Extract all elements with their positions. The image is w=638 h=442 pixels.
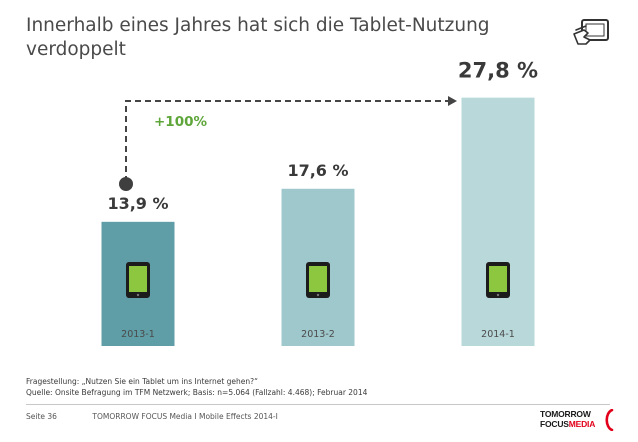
bar [461, 97, 535, 346]
arrow-head [448, 96, 457, 106]
logo-focus: FOCUS [540, 419, 569, 429]
growth-label: +100% [154, 114, 207, 130]
footnote-question: Fragestellung: „Nutzen Sie ein Tablet um… [26, 377, 259, 386]
category-label: 2014-1 [481, 329, 515, 340]
tablet-screen [489, 266, 507, 292]
category-label: 2013-1 [121, 329, 155, 340]
page-number: Seite 36 [26, 412, 57, 421]
bar-group: 2013-2 17,6 % [281, 161, 355, 346]
logo-line-2: FOCUSMEDIA [540, 419, 595, 429]
dashed-connector [125, 100, 450, 182]
title-line-1: Innerhalb eines Jahres hat sich die Tabl… [26, 15, 490, 36]
tablet-button [136, 293, 140, 297]
value-label: 27,8 % [458, 59, 538, 83]
footer-divider [26, 404, 610, 405]
growth-annotation: +100% [119, 96, 457, 191]
logo-media: MEDIA [568, 419, 596, 429]
footnote-source: Quelle: Onsite Befragung im TFM Netzwerk… [26, 388, 368, 397]
start-dot [119, 177, 133, 191]
tablet-screen [129, 266, 147, 292]
category-label: 2013-2 [301, 329, 335, 340]
tablet-icon [486, 262, 510, 298]
footnote: Fragestellung: „Nutzen Sie ein Tablet um… [26, 376, 367, 398]
footer-text: TOMORROW FOCUS Media I Mobile Effects 20… [92, 412, 278, 421]
value-label: 13,9 % [107, 194, 168, 213]
tablet-button [316, 293, 320, 297]
tablet-screen [309, 266, 327, 292]
logo-line-1: TOMORROW [540, 409, 591, 419]
title-line-2: verdoppelt [26, 39, 126, 60]
tablet-icon [306, 262, 330, 298]
tablet-button [496, 293, 500, 297]
bar-group: 2014-1 27,8 % [458, 59, 538, 346]
value-label: 17,6 % [287, 161, 348, 180]
page-title: Innerhalb eines Jahres hat sich die Tabl… [26, 14, 546, 62]
tablet-touch-icon [573, 19, 609, 45]
footer: Seite 36 TOMORROW FOCUS Media I Mobile E… [26, 412, 278, 421]
bar-group: 2013-1 13,9 % [101, 194, 175, 346]
logo-bracket-icon [605, 409, 614, 431]
company-logo: TOMORROW FOCUSMEDIA [540, 407, 616, 433]
tablet-icon [126, 262, 150, 298]
